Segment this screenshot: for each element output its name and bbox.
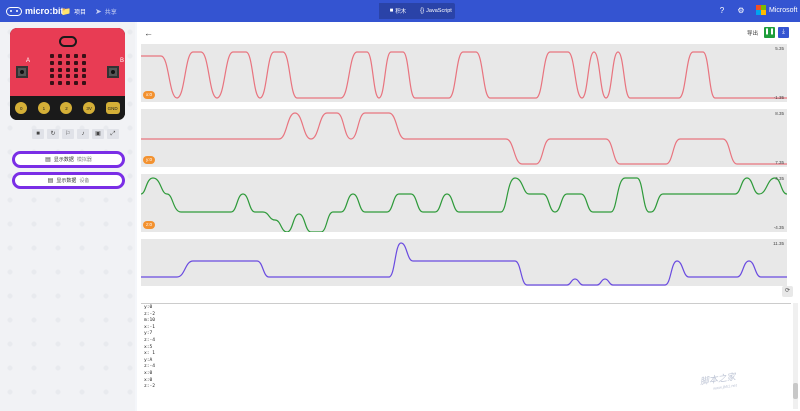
share-icon: ➤ <box>95 6 102 16</box>
pin-2[interactable]: 2 <box>60 102 73 114</box>
data-view-panel: ← 导出 ❚❚ ⤓ 5.35 -1.35 x:0 8.35 7.35 y:0 4… <box>137 22 800 411</box>
sensor-chart: 11.35 <box>141 239 787 286</box>
led-matrix <box>50 54 86 86</box>
console-line: z:-2 <box>144 384 156 390</box>
show-data-simulator-button[interactable]: ▤ 显示数据 模拟器 <box>12 151 125 168</box>
console-lines: y:0 z:-2 m:10 x:-1 y:7 z:-4 x:5 x: 1 y:A z:-4 x:0 x… <box>144 305 788 391</box>
chart-series-badge: z:0 <box>143 221 156 229</box>
board-face: A B <box>10 28 125 96</box>
chart-icon: ▤ <box>47 178 54 184</box>
show-data-device-button[interactable]: ▤ 显示数据 设备 <box>12 172 125 189</box>
console-line: y:7 <box>144 331 153 337</box>
restart-icon[interactable]: ↻ <box>47 129 59 139</box>
javascript-mode-button[interactable]: {} JavaScript <box>417 3 455 19</box>
chart-max-label: 5.35 <box>775 46 784 51</box>
console-line: y:A <box>144 357 153 363</box>
chart-series-badge: x:0 <box>143 91 156 99</box>
editor-mode-toggle: ■ 积木 {} JavaScript <box>379 3 455 19</box>
brand-title: micro:bit <box>25 6 64 16</box>
download-button[interactable]: ⤓ <box>778 27 789 38</box>
chart-max-label: 11.35 <box>773 241 784 246</box>
console-line: m:10 <box>144 318 156 324</box>
console-line: x:5 <box>144 344 153 350</box>
chart-icon: ▤ <box>45 157 51 163</box>
chart-plot <box>141 112 787 165</box>
series-line <box>141 242 787 286</box>
chart-plot <box>141 177 787 232</box>
javascript-mode-label: JavaScript <box>426 8 452 14</box>
fullscreen-icon[interactable]: ⤢ <box>107 129 119 139</box>
pause-button[interactable]: ❚❚ <box>764 27 775 38</box>
chart-plot <box>141 242 787 286</box>
chart-max-label: 8.35 <box>775 111 784 116</box>
console-scrollbar[interactable] <box>793 303 798 409</box>
nav-projects[interactable]: 📁 项目 <box>61 5 86 17</box>
pin-gnd[interactable]: GND <box>105 102 120 114</box>
simulator-controls: ■ ↻ ⚐ ♪ ▣ ⤢ <box>32 129 119 139</box>
reset-zoom-icon[interactable]: ⟳ <box>782 286 793 297</box>
chart-series-badge: y:0 <box>143 156 156 164</box>
nav-share[interactable]: ➤ 共享 <box>95 5 117 17</box>
chart-min-label: -4.35 <box>773 225 784 230</box>
gear-icon[interactable]: ⚙ <box>737 6 745 15</box>
back-arrow-icon[interactable]: ← <box>144 28 153 38</box>
blocks-icon: ■ <box>389 8 394 14</box>
chart-min-label: 7.35 <box>775 160 784 165</box>
mute-icon[interactable]: ♪ <box>77 129 89 139</box>
stop-icon[interactable]: ■ <box>32 129 44 139</box>
show-data-source: 模拟器 <box>76 157 92 163</box>
show-data-source: 设备 <box>79 178 90 184</box>
slowmo-icon[interactable]: ⚐ <box>62 129 74 139</box>
button-b[interactable] <box>107 66 119 78</box>
sensor-chart: 5.35 -1.35 x:0 <box>141 44 787 102</box>
console-line: z:-4 <box>144 364 156 370</box>
blocks-mode-label: 积木 <box>395 9 407 15</box>
show-data-label: 显示数据 <box>56 178 77 184</box>
pin-3v[interactable]: 3V <box>83 102 96 114</box>
button-b-label: B <box>120 58 125 64</box>
nav-projects-label: 项目 <box>73 9 86 16</box>
pin-1[interactable]: 1 <box>37 102 50 114</box>
console-line: x:-1 <box>144 324 156 330</box>
console-line: x:0 <box>144 377 153 383</box>
chart-max-label: 4.35 <box>775 176 784 181</box>
console-line: x:0 <box>144 370 153 376</box>
export-label: 导出 <box>747 31 759 37</box>
pin-0[interactable]: 0 <box>15 102 28 114</box>
console-scroll-thumb[interactable] <box>793 383 798 399</box>
sensor-chart: 4.35 -4.35 z:0 <box>141 174 787 232</box>
chart-min-label: -1.35 <box>773 95 784 100</box>
folder-icon: 📁 <box>61 6 71 16</box>
top-bar: micro:bit 📁 项目 ➤ 共享 ■ 积木 {} JavaScript ?… <box>0 0 800 22</box>
series-line <box>141 177 787 232</box>
simulator-panel: A B 0 1 2 3V GND ■ ↻ ⚐ ♪ ▣ ⤢ ▤ 显示数据 模拟器 <box>0 22 135 411</box>
board-logo-icon[interactable] <box>59 36 77 47</box>
chart-plot <box>141 51 787 99</box>
console-line: x: 1 <box>144 351 156 357</box>
edge-connector: 0 1 2 3V GND <box>10 96 125 120</box>
nav-share-label: 共享 <box>104 9 117 16</box>
button-a-label: A <box>26 58 31 64</box>
microbit-board: A B 0 1 2 3V GND <box>10 28 125 120</box>
sensor-chart: 8.35 7.35 y:0 <box>141 109 787 167</box>
brand[interactable]: micro:bit <box>6 4 64 18</box>
button-a[interactable] <box>16 66 28 78</box>
blocks-mode-button[interactable]: ■ 积木 <box>379 3 417 19</box>
series-line <box>141 51 787 99</box>
show-data-label: 显示数据 <box>53 157 74 163</box>
microbit-logo-icon <box>6 6 22 16</box>
help-icon[interactable]: ? <box>719 6 725 15</box>
microsoft-logo-icon <box>756 5 766 15</box>
microsoft-link[interactable]: Microsoft <box>756 5 797 15</box>
console-line: z:-2 <box>144 311 156 317</box>
microsoft-label: Microsoft <box>769 6 798 14</box>
series-line <box>141 112 787 165</box>
console-line: y:0 <box>144 305 153 310</box>
serial-console[interactable]: y:0 z:-2 m:10 x:-1 y:7 z:-4 x:5 x: 1 y:A z:-4 x:0 x… <box>141 303 791 409</box>
code-icon: {} <box>420 8 425 14</box>
screenshot-icon[interactable]: ▣ <box>92 129 104 139</box>
console-line: z:-4 <box>144 337 156 343</box>
